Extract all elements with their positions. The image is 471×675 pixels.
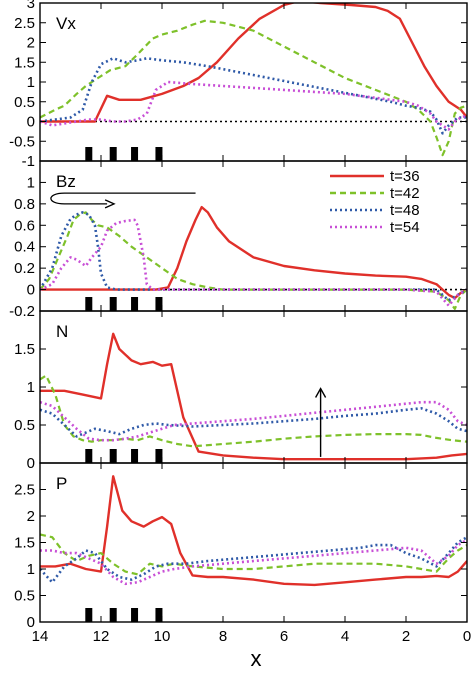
series-line-t-54	[40, 80, 467, 131]
marker-block	[85, 147, 93, 161]
y-tick-label: -1	[22, 153, 35, 170]
series-line-t-42	[40, 211, 467, 310]
arrow-head	[314, 387, 327, 398]
x-tick-label: 12	[93, 628, 110, 645]
panel-vx: -1 -0.5 0 0.5 1 1.5 2 2.5 3 Vx	[9, 0, 468, 170]
y-tick-label: 2.5	[14, 482, 35, 499]
marker-block	[155, 608, 163, 622]
series-line-t-36	[40, 475, 467, 587]
x-tick-label: 4	[341, 628, 349, 645]
y-tick-label: 2	[27, 35, 35, 52]
x-tick-label: 8	[219, 628, 227, 645]
y-tick-label: 1	[27, 379, 35, 396]
legend-label: t=54	[390, 219, 420, 236]
y-tick-label: 1	[27, 174, 35, 191]
y-tick-label: 3	[27, 0, 35, 12]
y-tick-label: 0.8	[14, 196, 35, 213]
series-line-t-36	[40, 3, 467, 123]
series-line-t-36	[40, 205, 467, 300]
y-tick-label: 0.4	[14, 239, 35, 256]
y-tick-label: -0.5	[9, 133, 35, 150]
x-tick-label: 6	[280, 628, 288, 645]
y-tick-label: 2.5	[14, 15, 35, 32]
marker-block	[85, 449, 93, 463]
series-line-t-48	[40, 57, 467, 135]
y-tick-label: 0	[27, 282, 35, 299]
y-tick-label: 0.6	[14, 217, 35, 234]
marker-block	[131, 608, 139, 622]
y-tick-label: 0	[27, 455, 35, 472]
series-line-t-54	[40, 400, 467, 442]
x-axis-label: x	[251, 646, 262, 670]
series-line-t-54	[40, 538, 467, 586]
legend-label: t=48	[390, 202, 420, 219]
y-tick-label: 0.5	[14, 588, 35, 605]
panel-n: 0 0.5 1 1.5 N	[14, 310, 468, 472]
marker-block	[109, 608, 117, 622]
panel-label: Bz	[56, 172, 76, 191]
x-tick-label: 2	[402, 628, 410, 645]
series-line-t-48	[40, 536, 467, 584]
panel-p: 0 0.5 1 1.5 2 2.5 P	[14, 462, 468, 631]
y-tick-label: 1.5	[14, 535, 35, 552]
panel-frame	[39, 462, 468, 623]
marker-block	[131, 297, 139, 311]
series-line-t-48	[40, 211, 467, 302]
legend-label: t=36	[390, 168, 420, 185]
marker-block	[85, 297, 93, 311]
y-tick-label: 1.5	[14, 54, 35, 71]
marker-block	[131, 147, 139, 161]
panel-label: N	[56, 322, 68, 341]
series-line-t-36	[40, 332, 467, 461]
y-tick-label: 1	[27, 561, 35, 578]
panel-label: P	[56, 474, 67, 493]
x-tick-labels: 14 12 10 8 6 4 2 0	[32, 628, 471, 645]
x-tick-label: 14	[32, 628, 49, 645]
y-tick-label: 0.2	[14, 260, 35, 277]
marker-block	[155, 147, 163, 161]
loop-arrow	[50, 192, 196, 205]
series-line-t-42	[40, 374, 467, 448]
y-tick-label: 0	[27, 614, 35, 631]
x-tick-label: 0	[463, 628, 471, 645]
x-tick-label: 10	[154, 628, 171, 645]
marker-block	[85, 608, 93, 622]
y-tick-label: 1	[27, 74, 35, 91]
arrow-head	[104, 199, 116, 209]
y-tick-label: 0.5	[14, 417, 35, 434]
series-line-t-48	[40, 407, 467, 438]
annotation-arrows	[50, 192, 327, 457]
marker-block	[131, 449, 139, 463]
legend: t=36t=42t=48t=54	[330, 168, 420, 236]
marker-block	[109, 449, 117, 463]
y-tick-label: 2	[27, 508, 35, 525]
marker-block	[109, 147, 117, 161]
y-tick-label: 0	[27, 114, 35, 131]
panel-bz: -0.2 0 0.2 0.4 0.6 0.8 1 Bz	[9, 160, 468, 320]
y-tick-label: 0.5	[14, 94, 35, 111]
marker-block	[155, 297, 163, 311]
marker-block	[109, 297, 117, 311]
marker-block	[155, 449, 163, 463]
y-tick-label: -0.2	[9, 303, 35, 320]
panel-label: Vx	[56, 14, 76, 33]
y-tick-label: 1.5	[14, 341, 35, 358]
legend-label: t=42	[390, 185, 420, 202]
